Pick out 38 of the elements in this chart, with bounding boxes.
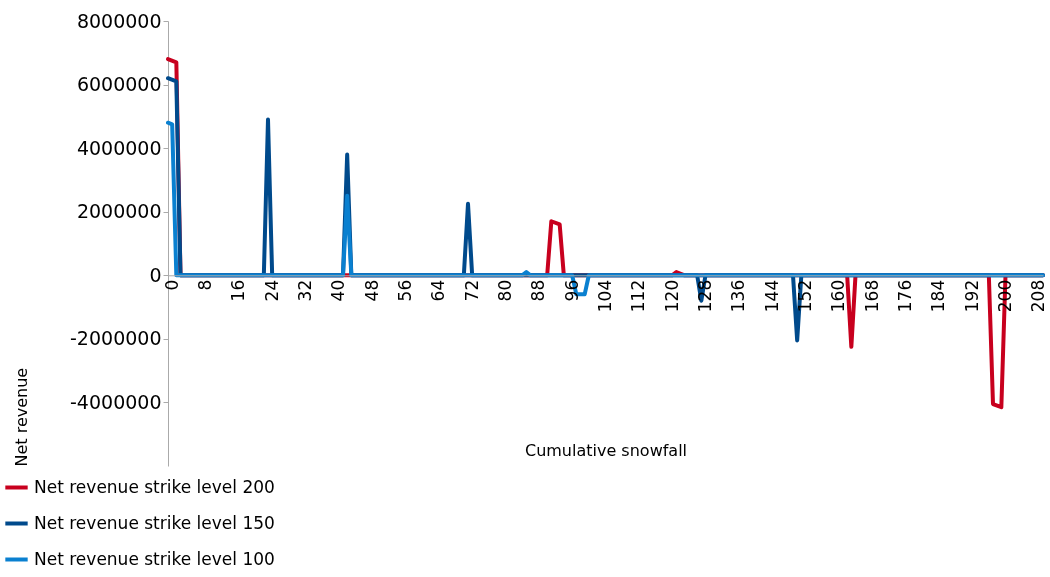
x-tick-label: 136 bbox=[728, 279, 749, 313]
x-tick-label: 104 bbox=[594, 279, 615, 313]
y-tick-label: 6000000 bbox=[76, 73, 162, 96]
y-tick-label: 8000000 bbox=[76, 9, 162, 32]
x-tick-label: 64 bbox=[428, 279, 449, 302]
x-tick-label: 184 bbox=[928, 279, 949, 313]
x-tick-label: 40 bbox=[328, 279, 349, 302]
x-tick-label: 88 bbox=[528, 279, 549, 302]
x-tick-label: 112 bbox=[628, 279, 649, 313]
x-tick-label: 120 bbox=[661, 279, 682, 313]
y-tick-label: -4000000 bbox=[70, 390, 162, 413]
x-tick-label: 0 bbox=[161, 279, 182, 291]
x-tick-label: 16 bbox=[228, 279, 249, 302]
x-tick-label: 152 bbox=[794, 279, 815, 313]
x-tick-label: 168 bbox=[861, 279, 882, 313]
legend-label: Net revenue strike level 200 bbox=[34, 476, 275, 497]
x-axis-title: Cumulative snowfall bbox=[524, 440, 688, 460]
x-tick-label: 128 bbox=[694, 279, 715, 313]
y-tick-label: 4000000 bbox=[76, 136, 162, 159]
legend-label: Net revenue strike level 100 bbox=[34, 548, 275, 569]
x-tick-label: 208 bbox=[1028, 279, 1049, 313]
y-axis-title: Net revenue bbox=[12, 367, 32, 467]
x-tick-label: 160 bbox=[828, 279, 849, 313]
x-tick-label: 144 bbox=[761, 279, 782, 313]
x-tick-label: 96 bbox=[561, 279, 582, 302]
y-tick-label: -2000000 bbox=[70, 327, 162, 350]
x-tick-label: 48 bbox=[361, 279, 382, 302]
y-tick-label: 2000000 bbox=[76, 200, 162, 223]
legend-label: Net revenue strike level 150 bbox=[34, 512, 275, 533]
x-tick-label: 56 bbox=[394, 279, 415, 302]
x-tick-label: 24 bbox=[261, 279, 282, 302]
x-tick-label: 200 bbox=[994, 279, 1015, 313]
x-tick-label: 72 bbox=[461, 279, 482, 302]
x-tick-label: 80 bbox=[494, 279, 515, 302]
x-tick-label: 32 bbox=[294, 279, 315, 302]
x-tick-label: 192 bbox=[961, 279, 982, 313]
x-tick-label: 176 bbox=[894, 279, 915, 313]
x-tick-label: 8 bbox=[194, 279, 215, 291]
